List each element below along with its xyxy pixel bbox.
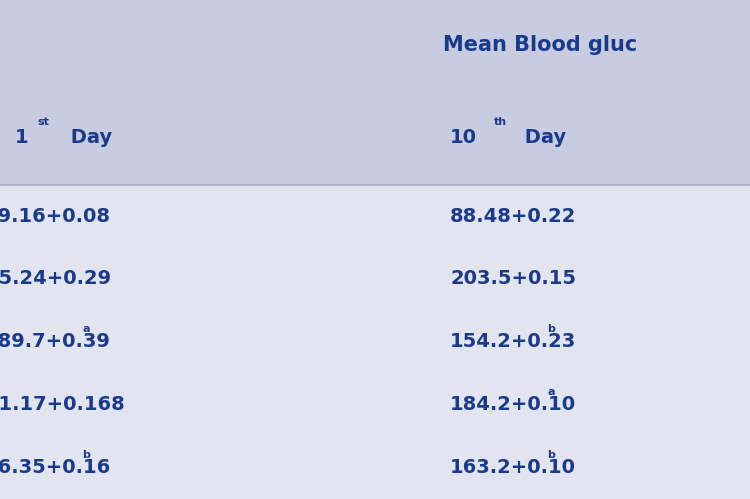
Text: b: b — [82, 450, 90, 460]
Text: 95.24+0.29: 95.24+0.29 — [0, 269, 111, 288]
Text: th: th — [494, 117, 507, 127]
Text: 10: 10 — [450, 128, 477, 147]
Text: 154.2+0.23: 154.2+0.23 — [450, 332, 576, 351]
Bar — [0, 0, 750, 90]
Text: b: b — [548, 324, 555, 334]
Text: Mean Blood gluc: Mean Blood gluc — [442, 35, 637, 55]
Text: 89.16+0.08: 89.16+0.08 — [0, 207, 111, 226]
Text: Day: Day — [64, 128, 112, 147]
Bar — [0, 90, 750, 185]
Text: 86.35+0.16: 86.35+0.16 — [0, 458, 111, 477]
Text: b: b — [548, 450, 555, 460]
Text: Day: Day — [518, 128, 566, 147]
Text: 88.48+0.22: 88.48+0.22 — [450, 207, 576, 226]
Text: a: a — [82, 324, 90, 334]
Text: 189.7+0.39: 189.7+0.39 — [0, 332, 111, 351]
Text: 1: 1 — [15, 128, 28, 147]
Text: 203.5+0.15: 203.5+0.15 — [450, 269, 576, 288]
Text: st: st — [38, 117, 50, 127]
Text: 184.2+0.10: 184.2+0.10 — [450, 395, 576, 414]
Text: a: a — [548, 387, 555, 397]
Text: 163.2+0.10: 163.2+0.10 — [450, 458, 576, 477]
Text: 91.17+0.168: 91.17+0.168 — [0, 395, 124, 414]
